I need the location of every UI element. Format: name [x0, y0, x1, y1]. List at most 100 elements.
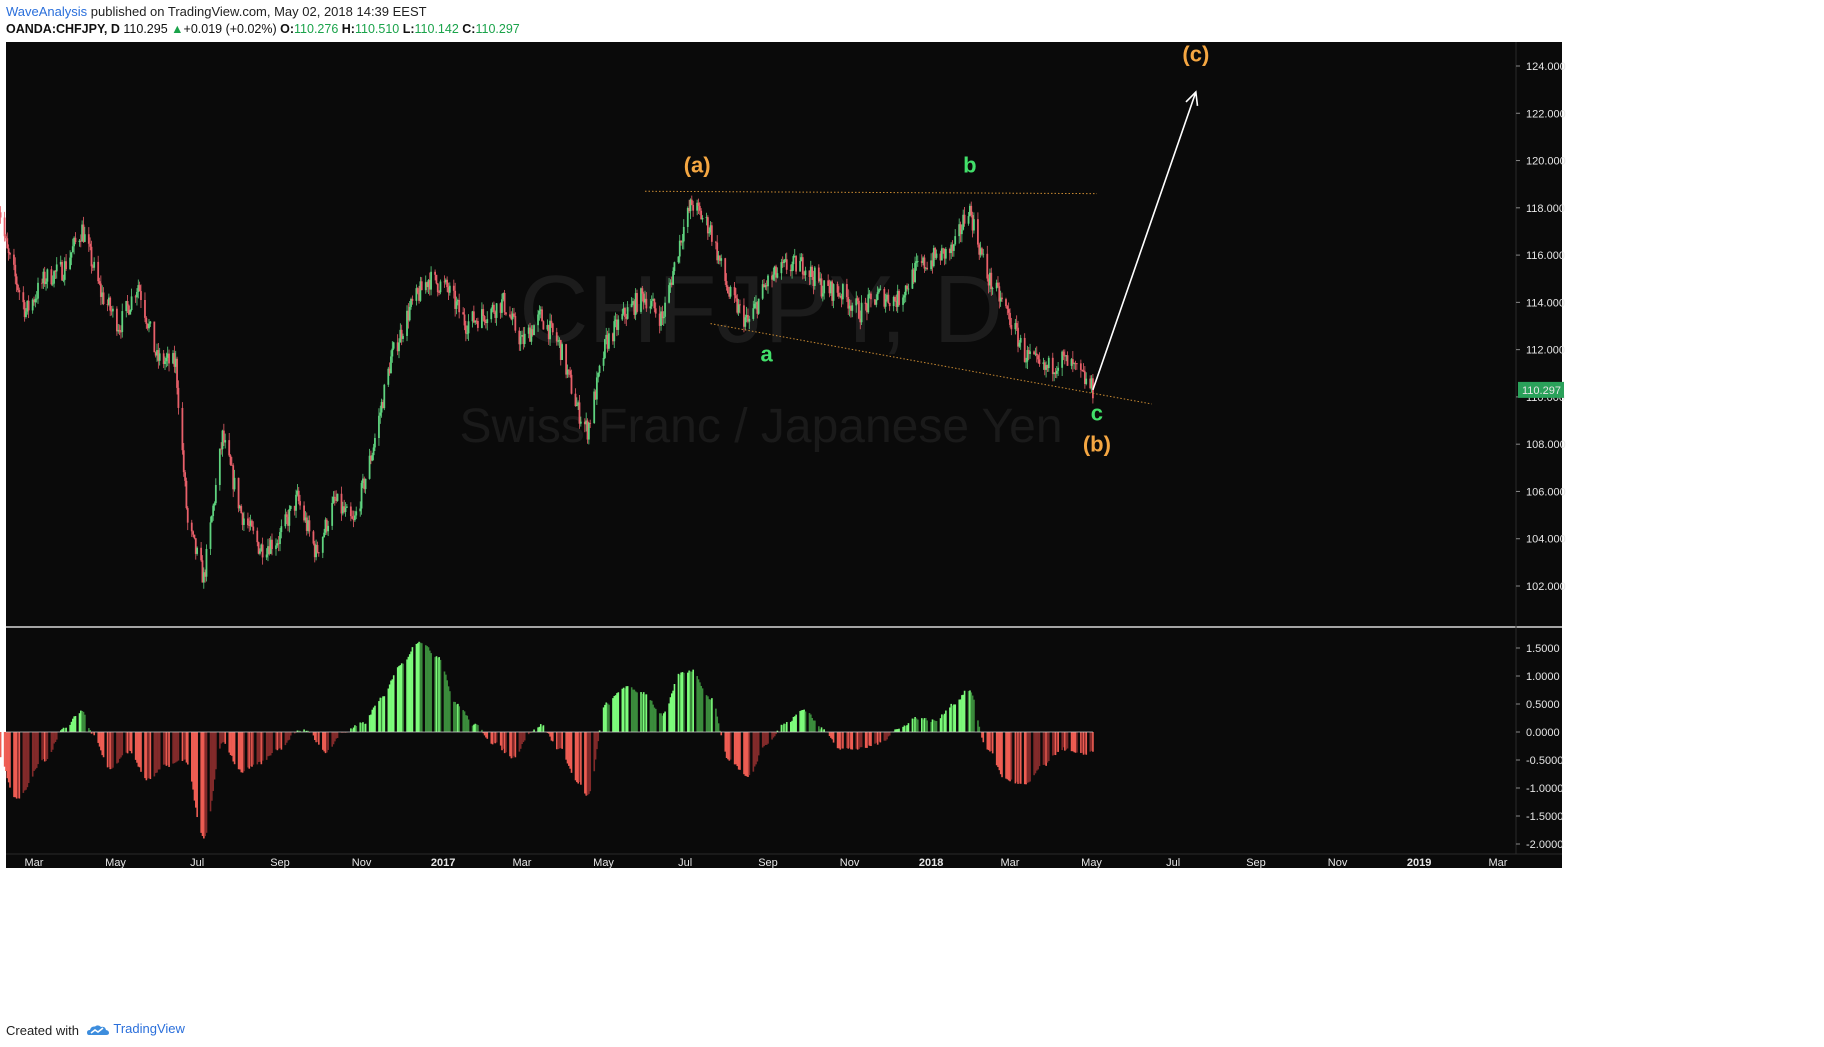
author-link[interactable]: WaveAnalysis	[6, 4, 88, 19]
candle-up	[753, 303, 756, 309]
candle-up	[1034, 353, 1037, 355]
chart-canvas[interactable]: CHFJPY, D Swiss Franc / Japanese Yen 102.0…	[0, 42, 1824, 1010]
histogram-bar	[485, 732, 487, 738]
histogram-bar	[33, 732, 35, 771]
candle-down	[633, 301, 636, 315]
histogram-bar	[848, 732, 851, 748]
candle-down	[795, 256, 797, 272]
histogram-bar	[424, 645, 427, 732]
histogram-bar	[1018, 732, 1021, 784]
histogram-bar	[458, 706, 461, 732]
histogram-bar	[6, 732, 9, 779]
histogram-bar	[352, 727, 355, 732]
histogram-bar	[72, 718, 74, 732]
candle-down	[1006, 306, 1009, 310]
time-tick-label: Sep	[758, 857, 778, 869]
histogram-bar	[557, 732, 559, 750]
candle-up	[660, 311, 662, 326]
histogram-bar	[803, 709, 805, 732]
candle-up	[304, 517, 307, 521]
histogram-bar	[378, 701, 380, 732]
histogram-bar	[699, 682, 701, 732]
histogram-bar	[921, 718, 923, 732]
candle-down	[240, 506, 243, 514]
histogram-bar	[399, 665, 402, 732]
histogram-bar	[898, 728, 900, 732]
candle-up	[538, 310, 541, 315]
candle-down	[986, 253, 989, 279]
histogram-bar	[670, 693, 673, 732]
candle-up	[521, 335, 523, 337]
histogram-bar	[954, 704, 957, 732]
candle-down	[849, 305, 852, 311]
histogram-bar	[407, 656, 410, 732]
candle-down	[831, 281, 834, 301]
histogram-bar	[81, 711, 83, 732]
histogram-bar	[62, 727, 65, 732]
histogram-bar	[879, 732, 882, 743]
histogram-bar	[447, 686, 450, 732]
candle-down	[1071, 359, 1074, 364]
candle-up	[218, 448, 221, 485]
histogram-bar	[679, 674, 681, 732]
histogram-bar	[493, 732, 495, 743]
histogram-bar	[795, 714, 797, 732]
histogram-bar	[785, 722, 788, 732]
candle-down	[700, 210, 703, 220]
histogram-bar	[658, 713, 661, 732]
histogram-bar	[129, 732, 132, 752]
candle-up	[202, 572, 205, 583]
candle-up	[455, 301, 458, 309]
candle-down	[89, 243, 92, 247]
candle-up	[1065, 355, 1068, 357]
histogram-bar	[887, 732, 890, 737]
histogram-bar	[896, 729, 899, 732]
candle-up	[205, 548, 208, 577]
candle-down	[1009, 312, 1011, 325]
candle-up	[519, 336, 522, 345]
histogram-bar	[818, 726, 820, 732]
histogram-bar	[1029, 732, 1031, 782]
histogram-bar	[411, 647, 414, 732]
candle-down	[1082, 370, 1085, 372]
histogram-bar	[368, 715, 371, 732]
histogram-bar	[173, 732, 176, 764]
candle-up	[444, 279, 447, 283]
histogram-bar	[1006, 732, 1009, 780]
histogram-bar	[556, 732, 558, 750]
candle-down	[184, 472, 186, 481]
histogram-bar	[499, 732, 502, 746]
histogram-bar	[145, 732, 148, 781]
candle-up	[59, 261, 62, 265]
candle-up	[626, 307, 629, 319]
histogram-bar	[561, 732, 563, 749]
histogram-bar	[331, 732, 333, 747]
candle-down	[411, 298, 414, 301]
candle-down	[583, 421, 586, 425]
candle-up	[214, 484, 217, 504]
histogram-bar	[953, 704, 955, 732]
histogram-bar	[668, 703, 670, 732]
histogram-bar	[565, 732, 567, 760]
price-tick-label: 106.000	[1526, 486, 1566, 498]
histogram-bar	[426, 646, 428, 732]
wave-label: b	[963, 152, 976, 177]
histogram-bar	[1092, 732, 1094, 752]
histogram-bar	[664, 711, 666, 732]
histogram-bar	[755, 732, 757, 765]
candle-up	[523, 333, 526, 345]
publish-line: WaveAnalysis published on TradingView.co…	[6, 4, 427, 19]
candle-down	[728, 293, 731, 297]
candle-up	[355, 511, 358, 516]
histogram-bar	[828, 732, 831, 737]
histogram-bar	[672, 690, 674, 732]
candle-up	[967, 216, 970, 224]
candle-up	[25, 311, 27, 317]
candle-up	[275, 545, 277, 550]
candle-up	[279, 532, 281, 544]
tradingview-link[interactable]: TradingView	[86, 1021, 185, 1037]
histogram-bar	[547, 732, 550, 734]
histogram-bar	[689, 671, 692, 732]
candle-up	[136, 291, 138, 298]
histogram-bar	[775, 732, 777, 735]
